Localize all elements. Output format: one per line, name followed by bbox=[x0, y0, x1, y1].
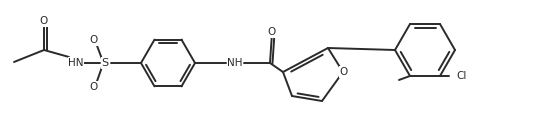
Text: HN: HN bbox=[69, 58, 84, 68]
Text: O: O bbox=[89, 82, 97, 92]
Text: O: O bbox=[89, 35, 97, 45]
Text: O: O bbox=[268, 27, 276, 37]
Text: O: O bbox=[40, 16, 48, 26]
Text: NH: NH bbox=[227, 58, 243, 68]
Text: Cl: Cl bbox=[456, 71, 466, 81]
Text: S: S bbox=[101, 58, 109, 68]
Text: O: O bbox=[340, 67, 348, 77]
